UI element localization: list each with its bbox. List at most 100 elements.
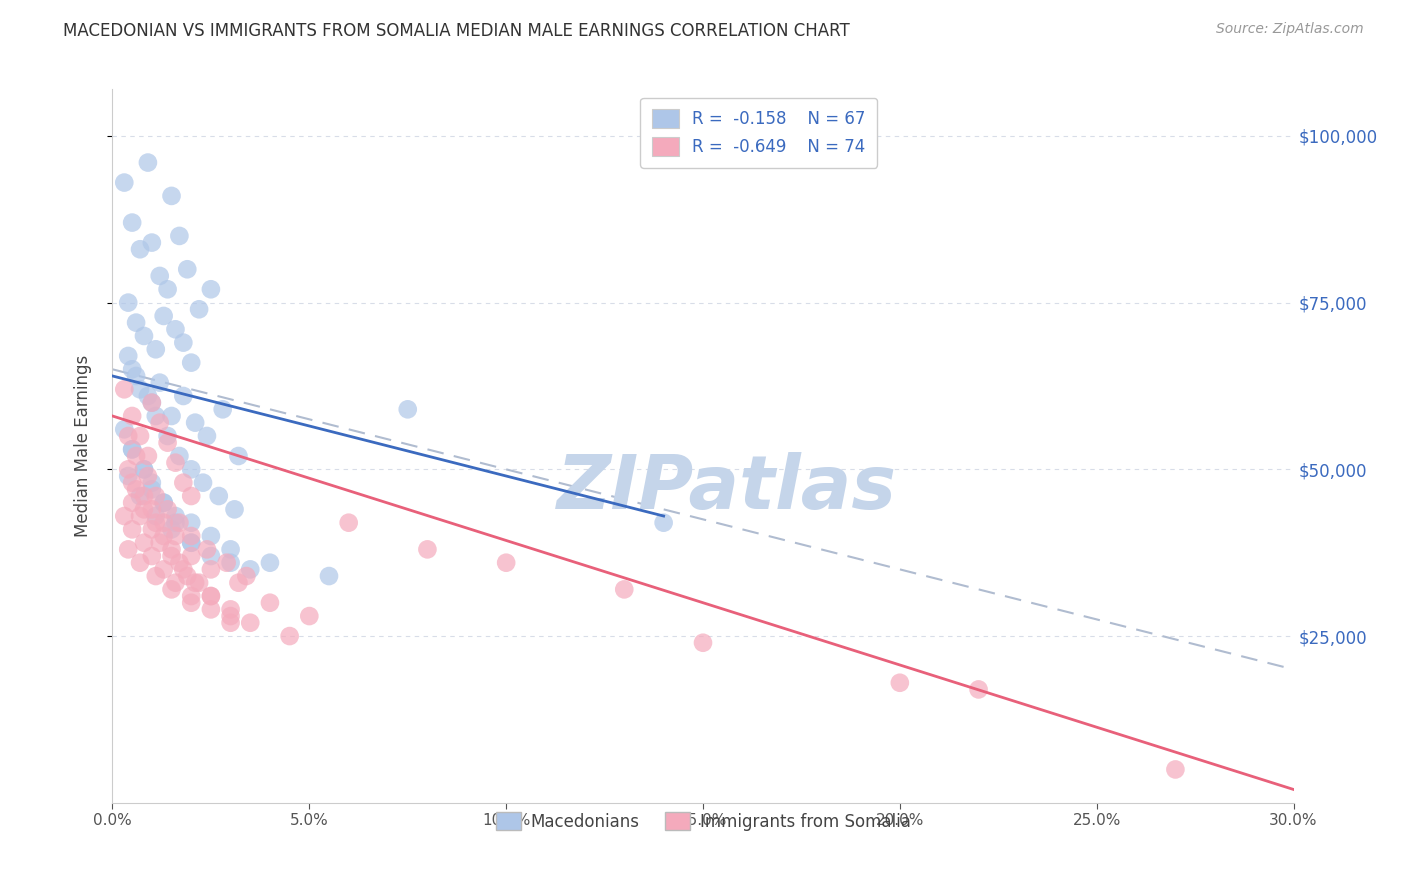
Point bbox=[129, 242, 152, 256]
Legend: Macedonians, Immigrants from Somalia: Macedonians, Immigrants from Somalia bbox=[489, 805, 917, 838]
Point bbox=[235, 569, 257, 583]
Point bbox=[298, 609, 321, 624]
Point bbox=[165, 456, 187, 470]
Point bbox=[145, 409, 167, 423]
Point bbox=[149, 535, 172, 549]
Point bbox=[219, 542, 242, 557]
Point bbox=[188, 302, 211, 317]
Point bbox=[132, 489, 155, 503]
Point bbox=[200, 589, 222, 603]
Point bbox=[169, 228, 191, 243]
Point bbox=[132, 462, 155, 476]
Point bbox=[169, 449, 191, 463]
Point bbox=[160, 582, 183, 597]
Point bbox=[165, 529, 187, 543]
Point bbox=[121, 409, 143, 423]
Point bbox=[125, 368, 148, 383]
Point bbox=[132, 329, 155, 343]
Text: ZIPatlas: ZIPatlas bbox=[557, 452, 897, 525]
Point bbox=[239, 615, 262, 630]
Point bbox=[152, 562, 174, 576]
Point bbox=[112, 422, 135, 436]
Point bbox=[259, 596, 281, 610]
Point bbox=[112, 382, 135, 396]
Point bbox=[219, 615, 242, 630]
Point bbox=[180, 589, 202, 603]
Point bbox=[318, 569, 340, 583]
Text: Source: ZipAtlas.com: Source: ZipAtlas.com bbox=[1216, 22, 1364, 37]
Point bbox=[180, 535, 202, 549]
Point bbox=[141, 395, 163, 409]
Point bbox=[165, 516, 187, 530]
Point bbox=[156, 282, 179, 296]
Point bbox=[495, 556, 517, 570]
Point bbox=[141, 475, 163, 490]
Y-axis label: Median Male Earnings: Median Male Earnings bbox=[73, 355, 91, 537]
Point bbox=[613, 582, 636, 597]
Point bbox=[145, 343, 167, 357]
Point bbox=[145, 569, 167, 583]
Point bbox=[169, 516, 191, 530]
Point bbox=[180, 596, 202, 610]
Point bbox=[172, 475, 194, 490]
Point bbox=[149, 268, 172, 283]
Point bbox=[396, 402, 419, 417]
Point bbox=[180, 516, 202, 530]
Point bbox=[172, 389, 194, 403]
Point bbox=[117, 542, 139, 557]
Point bbox=[200, 562, 222, 576]
Point bbox=[132, 462, 155, 476]
Point bbox=[141, 502, 163, 516]
Point bbox=[211, 402, 233, 417]
Point bbox=[136, 469, 159, 483]
Point bbox=[416, 542, 439, 557]
Point bbox=[125, 316, 148, 330]
Point bbox=[125, 483, 148, 497]
Point bbox=[117, 349, 139, 363]
Point bbox=[129, 556, 152, 570]
Point bbox=[180, 549, 202, 563]
Point bbox=[136, 449, 159, 463]
Point bbox=[112, 176, 135, 190]
Point bbox=[195, 429, 218, 443]
Point bbox=[129, 489, 152, 503]
Point bbox=[129, 382, 152, 396]
Point bbox=[652, 516, 675, 530]
Point bbox=[117, 469, 139, 483]
Point bbox=[121, 216, 143, 230]
Point bbox=[132, 535, 155, 549]
Point bbox=[141, 549, 163, 563]
Point bbox=[121, 442, 143, 457]
Point bbox=[200, 602, 222, 616]
Point bbox=[156, 435, 179, 450]
Point bbox=[172, 335, 194, 350]
Point bbox=[208, 489, 231, 503]
Point bbox=[141, 235, 163, 250]
Point bbox=[121, 475, 143, 490]
Point bbox=[160, 409, 183, 423]
Point bbox=[180, 356, 202, 370]
Point bbox=[136, 155, 159, 169]
Point bbox=[184, 575, 207, 590]
Point bbox=[219, 556, 242, 570]
Text: MACEDONIAN VS IMMIGRANTS FROM SOMALIA MEDIAN MALE EARNINGS CORRELATION CHART: MACEDONIAN VS IMMIGRANTS FROM SOMALIA ME… bbox=[63, 22, 851, 40]
Point bbox=[129, 429, 152, 443]
Point bbox=[176, 569, 198, 583]
Point bbox=[156, 502, 179, 516]
Point bbox=[165, 575, 187, 590]
Point bbox=[132, 502, 155, 516]
Point bbox=[152, 309, 174, 323]
Point bbox=[117, 295, 139, 310]
Point bbox=[160, 549, 183, 563]
Point bbox=[136, 389, 159, 403]
Point bbox=[195, 542, 218, 557]
Point bbox=[228, 575, 250, 590]
Point bbox=[239, 562, 262, 576]
Point bbox=[219, 602, 242, 616]
Point bbox=[180, 535, 202, 549]
Point bbox=[165, 322, 187, 336]
Point bbox=[145, 516, 167, 530]
Point bbox=[169, 556, 191, 570]
Point bbox=[149, 416, 172, 430]
Point bbox=[149, 376, 172, 390]
